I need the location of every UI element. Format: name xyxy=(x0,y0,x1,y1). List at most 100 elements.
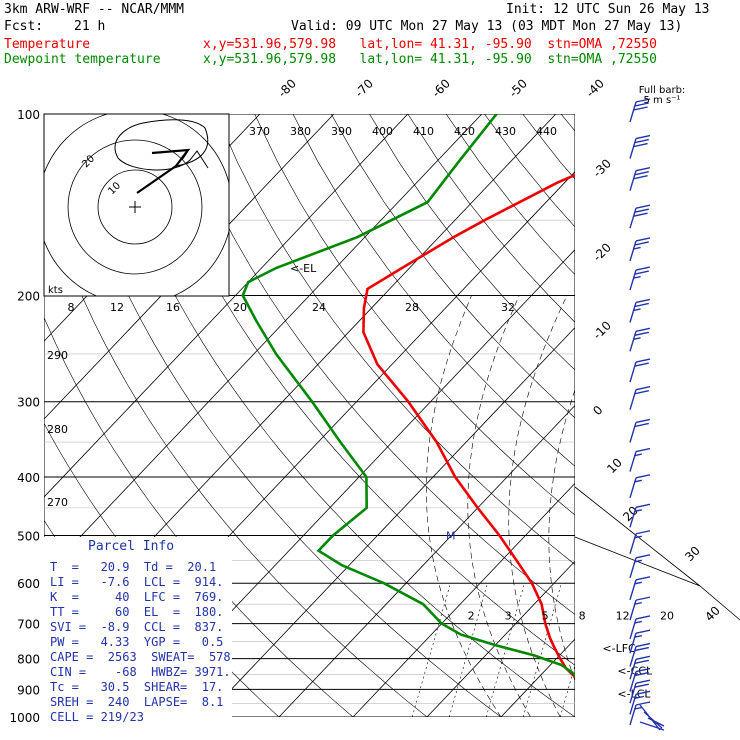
dry-adiabat xyxy=(560,114,575,132)
wind-barb-staff xyxy=(629,579,637,601)
wind-barb-flag xyxy=(635,167,651,172)
wind-barb-flag xyxy=(635,327,651,332)
wind-barb xyxy=(629,679,651,704)
parcel-info-row: SREH = 240 LAPSE= 8.1 xyxy=(50,695,224,709)
isotherm-label: 30 xyxy=(682,543,703,564)
wind-barb xyxy=(629,667,651,692)
wind-barb xyxy=(629,615,651,640)
wind-barb xyxy=(629,266,651,291)
wind-barb xyxy=(629,237,651,262)
wind-barb-title: Full barb: xyxy=(639,85,686,96)
wind-barb-flag xyxy=(634,171,649,176)
theta-label: 380 xyxy=(290,125,311,138)
wind-barb-flag xyxy=(635,474,651,479)
isotherm-label: -10 xyxy=(590,318,614,342)
wind-barb xyxy=(629,554,651,578)
wind-barb-flag xyxy=(633,175,648,180)
wind-barb-staff xyxy=(629,240,637,262)
wind-barb-halfflag xyxy=(634,453,642,457)
hodograph-frame xyxy=(43,113,230,297)
wind-barb-flag xyxy=(635,679,651,684)
dry-adiabat xyxy=(44,191,428,717)
isotherm xyxy=(352,482,575,717)
wind-barb xyxy=(629,167,651,191)
hodograph-axis-label: 32 xyxy=(501,301,515,314)
wind-barb-staff xyxy=(629,170,637,191)
dry-adiabat xyxy=(330,114,575,419)
dry-adiabat xyxy=(369,114,575,371)
parcel-info-title: Parcel Info xyxy=(88,539,175,554)
isotherm xyxy=(723,114,740,717)
wind-barb-flag xyxy=(634,362,649,367)
wind-barb xyxy=(629,690,651,715)
dry-adiabat xyxy=(676,114,740,717)
wind-barb-staff xyxy=(629,207,637,229)
dewpoint-station-info: x,y=531.96,579.98 lat,lon= 41.31, -95.90… xyxy=(203,52,657,67)
theta-label: 370 xyxy=(249,125,270,138)
wind-barb-flag xyxy=(635,503,651,508)
wind-barbs xyxy=(629,98,665,731)
isotherm xyxy=(44,114,483,576)
hodograph-axis-label: 24 xyxy=(312,301,326,314)
isotherm xyxy=(649,114,740,717)
level-label-el: <-EL xyxy=(290,262,317,275)
dry-adiabat xyxy=(599,114,740,717)
parcel-info-row: PW = 4.33 YGP = 0.5 xyxy=(50,635,224,649)
mixing-ratio-label: 12 xyxy=(616,610,630,623)
isotherm xyxy=(44,114,335,420)
theta-label: 270 xyxy=(47,496,68,509)
wind-barb-staff xyxy=(629,389,637,410)
wind-barb-halfflag xyxy=(633,308,641,312)
hodograph-axis-label: 16 xyxy=(166,301,180,314)
wind-barb-unit: 5 m s⁻¹ xyxy=(644,95,681,106)
isotherm-label: -30 xyxy=(590,156,614,180)
wind-barb xyxy=(629,204,651,229)
hodograph-ring xyxy=(97,169,173,245)
level-label-lcl: <-LCL xyxy=(617,687,651,700)
moist-adiabat xyxy=(548,388,575,682)
wind-barb xyxy=(629,134,651,159)
isotherm-label: 10 xyxy=(604,455,625,476)
wind-barb xyxy=(629,327,651,352)
pressure-label-500: 500 xyxy=(17,529,40,543)
wind-barb-flag xyxy=(635,576,651,581)
wind-barb-flag xyxy=(635,596,651,601)
hodograph-trace xyxy=(136,148,191,194)
model-title: 3km ARW-WRF -- NCAR/MMM xyxy=(4,2,185,17)
wind-barb-flag xyxy=(635,667,651,673)
wind-barb-flag xyxy=(635,629,651,634)
wind-barb-flag xyxy=(634,241,649,246)
wind-barb xyxy=(629,701,651,726)
level-label-lfc: <-LFC xyxy=(602,642,636,655)
dewpoint-curve xyxy=(241,114,575,678)
level-label-m: M xyxy=(446,529,456,542)
forecast-label: Fcst: xyxy=(4,19,44,34)
pressure-label-200: 200 xyxy=(17,290,40,304)
wind-barb xyxy=(629,576,651,601)
wind-barb-halfflag xyxy=(634,696,642,699)
wind-barb-staff xyxy=(629,599,637,621)
wind-barb-flag xyxy=(635,98,651,103)
dry-adiabat xyxy=(177,114,575,615)
mixing-ratio-label: 2 xyxy=(468,610,475,623)
mixing-ratio-line xyxy=(522,583,562,717)
wind-barb xyxy=(629,530,651,554)
wind-barb-staff xyxy=(629,269,637,291)
wind-barb-halfflag xyxy=(634,634,642,638)
parcel-info-row: SVI = -8.9 CCL = 837. xyxy=(50,620,224,634)
parcel-info-row: Tc = 30.5 SHEAR= 17. xyxy=(50,680,224,694)
isotherm-label: -60 xyxy=(429,76,453,100)
dry-adiabat xyxy=(101,114,575,717)
wind-barb-flag xyxy=(635,655,651,661)
wind-barb-flag xyxy=(635,386,651,391)
right-frame xyxy=(574,486,740,621)
dewpoint-legend: Dewpoint temperature xyxy=(4,52,161,67)
theta-label: 410 xyxy=(413,125,434,138)
hodograph-unit: kts xyxy=(48,285,63,296)
wind-barb xyxy=(629,98,651,123)
theta-label: 420 xyxy=(454,125,475,138)
mixing-ratio-label: 20 xyxy=(660,610,674,623)
pressure-label-100: 100 xyxy=(17,108,40,122)
wind-barb-staff xyxy=(629,138,637,159)
